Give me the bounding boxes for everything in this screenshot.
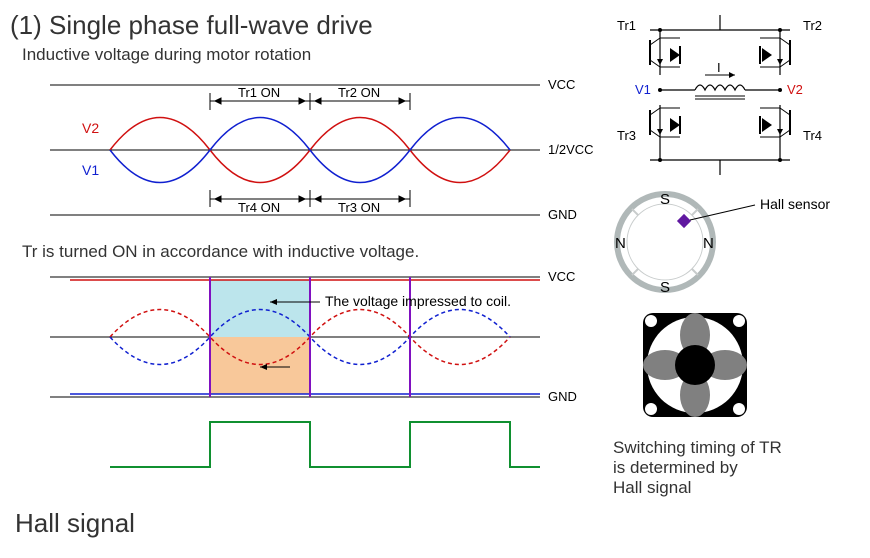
tr2-label: Tr2 — [803, 18, 822, 33]
v1-node: V1 — [635, 82, 651, 97]
v1-label: V1 — [82, 162, 99, 178]
pole-n-left: N — [615, 235, 626, 252]
hall-sensor-icon — [677, 214, 691, 228]
hall-square-wave — [110, 422, 540, 467]
midtext: Tr is turned ON in accordance with induc… — [22, 242, 600, 262]
hall-sensor-label: Hall sensor — [760, 196, 830, 212]
bottom-caption-2: is determined by — [613, 458, 860, 478]
v2-node: V2 — [787, 82, 803, 97]
vcc-label: VCC — [548, 77, 575, 92]
waveform-impressed-and-hall: VCC GND The voltage impressed to coil. — [10, 262, 600, 487]
tr3-on-label: Tr3 ON — [338, 200, 380, 215]
bottom-caption-1: Switching timing of TR — [613, 438, 860, 458]
impressed-top-fill — [210, 280, 310, 337]
hall-sensor-diagram: S S N N Hall sensor — [605, 185, 855, 300]
tr2 — [760, 38, 790, 75]
v2-label: V2 — [82, 120, 99, 136]
subtitle: Inductive voltage during motor rotation — [22, 45, 600, 65]
pole-n-right: N — [703, 235, 714, 252]
tr4-on-label: Tr4 ON — [238, 200, 280, 215]
tr1-label: Tr1 — [617, 18, 636, 33]
tr1-on-label: Tr1 ON — [238, 85, 280, 100]
hbridge-circuit: I Tr1 Tr2 Tr3 Tr4 V1 V2 — [605, 10, 835, 180]
coil — [695, 85, 745, 99]
tr4 — [760, 105, 790, 160]
gnd-label: GND — [548, 207, 577, 222]
fan-icon — [635, 305, 755, 425]
i-label: I — [717, 60, 721, 75]
tr1 — [650, 38, 680, 75]
pole-s-bottom: S — [660, 279, 670, 296]
half-vcc-label: 1/2VCC — [548, 142, 594, 157]
impressed-bottom-fill — [210, 337, 310, 394]
vcc2-label: VCC — [548, 269, 575, 284]
tr2-on-label: Tr2 ON — [338, 85, 380, 100]
gnd2-label: GND — [548, 389, 577, 404]
tr4-label: Tr4 — [803, 128, 822, 143]
tr3 — [650, 105, 680, 160]
bottom-caption-3: Hall signal — [613, 478, 860, 498]
tr3-label: Tr3 — [617, 128, 636, 143]
waveform-inductive-voltage: VCC 1/2VCC GND V2 V1 Tr1 ON Tr2 ON — [10, 65, 600, 235]
hall-signal-label: Hall signal — [15, 508, 135, 539]
page-title: (1) Single phase full-wave drive — [10, 10, 600, 41]
impressed-label: The voltage impressed to coil. — [325, 293, 511, 309]
pole-s-top: S — [660, 191, 670, 208]
